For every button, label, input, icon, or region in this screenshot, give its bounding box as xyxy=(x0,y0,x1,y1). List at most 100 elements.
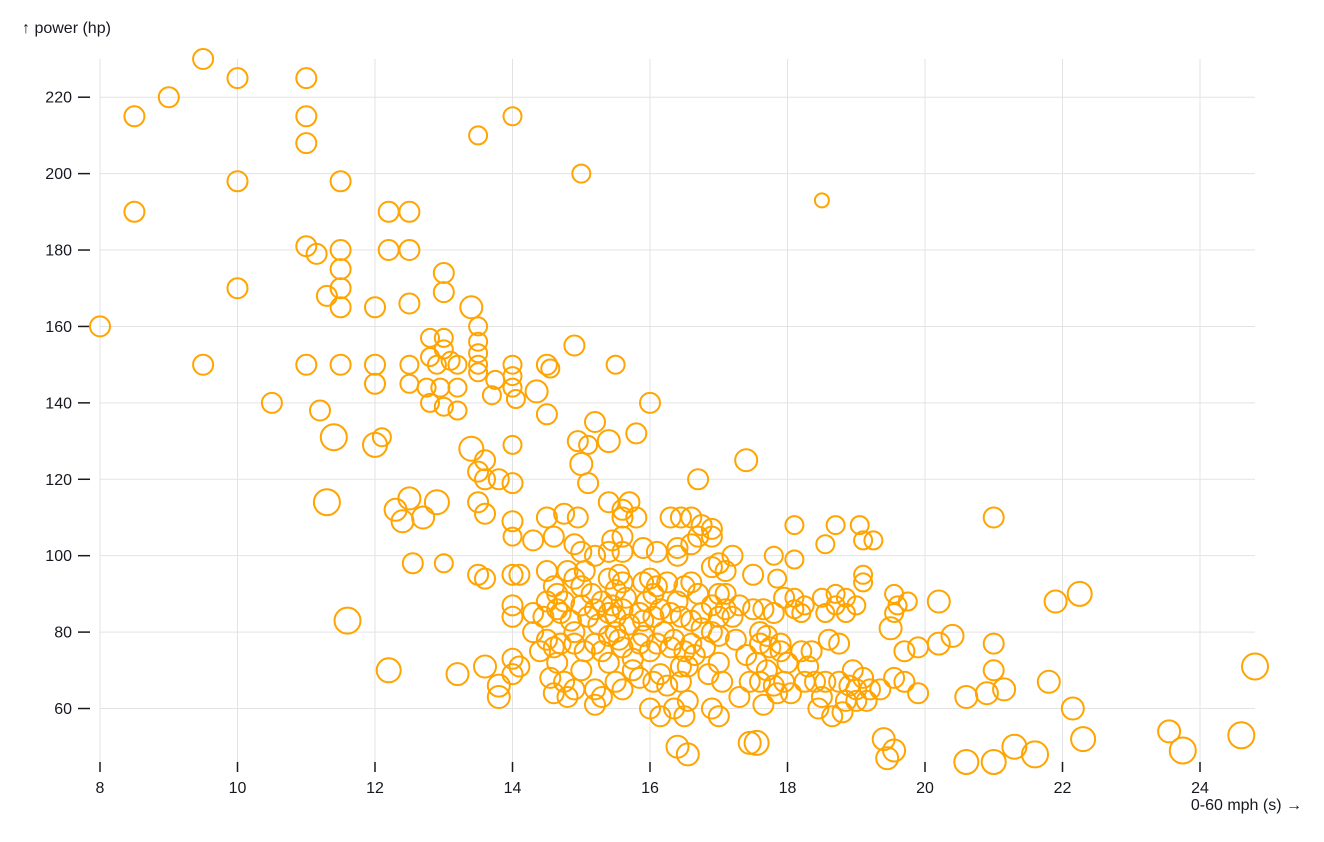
scatter-point xyxy=(556,560,579,582)
scatter-point xyxy=(878,616,903,641)
scatter-point xyxy=(859,678,881,701)
scatter-point xyxy=(666,544,689,567)
scatter-point xyxy=(295,105,318,128)
scatter-point xyxy=(563,621,586,644)
scatter-point xyxy=(329,258,352,281)
scatter-point xyxy=(762,602,785,624)
scatter-point xyxy=(535,506,558,529)
scatter-point xyxy=(825,583,846,604)
x-tick-label: 8 xyxy=(96,780,105,797)
scatter-point xyxy=(694,636,716,659)
y-tick-label: 220 xyxy=(45,90,72,107)
scatter-point xyxy=(639,391,661,414)
scatter-point xyxy=(399,373,420,394)
x-tick-label: 14 xyxy=(504,780,522,797)
scatter-point xyxy=(604,670,627,693)
scatter-point xyxy=(590,590,613,613)
scatter-point xyxy=(742,563,765,586)
scatter-point xyxy=(89,315,111,338)
scatter-point xyxy=(501,605,524,628)
y-tick-label: 80 xyxy=(54,625,72,642)
scatter-point xyxy=(621,659,644,682)
scatter-point xyxy=(618,491,641,514)
scatter-point xyxy=(474,468,496,491)
scatter-point xyxy=(522,529,545,552)
scatter-point xyxy=(982,659,1005,682)
scatter-point xyxy=(790,640,813,663)
scatter-point xyxy=(791,603,812,623)
scatter-point xyxy=(897,591,918,612)
scatter-point xyxy=(884,583,905,604)
y-tick-label: 100 xyxy=(45,548,72,565)
scatter-point xyxy=(869,678,892,701)
scatter-point xyxy=(584,411,606,433)
scatter-point xyxy=(467,460,490,483)
scatter-point xyxy=(578,434,599,455)
scatter-point xyxy=(390,509,415,534)
scatter-point xyxy=(846,595,867,616)
scatter-point xyxy=(226,277,249,300)
scatter-point xyxy=(784,549,805,570)
scatter-point xyxy=(815,534,836,555)
scatter-point xyxy=(459,295,484,320)
scatter-point xyxy=(447,354,468,375)
x-tick-label: 12 xyxy=(366,780,384,797)
scatter-point xyxy=(584,678,606,701)
scatter-point xyxy=(755,624,778,647)
scatter-point xyxy=(123,105,146,128)
x-tick-label: 16 xyxy=(641,780,659,797)
scatter-point xyxy=(501,663,524,686)
scatter-point xyxy=(553,590,576,613)
scatter-point xyxy=(508,563,531,586)
scatter-point xyxy=(597,540,620,563)
scatter-point xyxy=(474,449,496,472)
scatter-point xyxy=(743,729,770,756)
scatter-point xyxy=(814,670,837,693)
scatter-point xyxy=(596,429,621,454)
scatter-point xyxy=(639,567,661,590)
scatter-point xyxy=(468,362,489,383)
scatter-point xyxy=(1021,740,1049,769)
scatter-point xyxy=(540,358,561,379)
scatter-point xyxy=(755,659,778,682)
scatter-point xyxy=(618,613,641,636)
scatter-point xyxy=(1066,580,1093,607)
scatter-point xyxy=(769,632,792,655)
scatter-point xyxy=(295,353,318,376)
scatter-point xyxy=(907,682,930,705)
y-tick-label: 200 xyxy=(45,166,72,183)
scatter-point xyxy=(570,659,593,682)
scatter-point xyxy=(779,682,802,705)
scatter-point xyxy=(711,670,734,693)
scatter-point xyxy=(656,571,679,594)
scatter-point xyxy=(707,624,730,647)
scatter-point xyxy=(611,498,634,521)
scatter-point xyxy=(556,686,579,708)
scatter-point xyxy=(423,489,450,516)
scatter-point xyxy=(584,693,606,716)
scatter-point xyxy=(700,517,723,540)
scatter-point xyxy=(319,423,348,452)
scatter-point xyxy=(333,606,362,635)
scatter-point xyxy=(884,603,905,623)
scatter-point xyxy=(377,200,400,223)
scatter-point xyxy=(926,589,951,614)
scatter-point xyxy=(1070,726,1097,753)
scatter-point xyxy=(763,545,784,566)
y-tick-label: 180 xyxy=(45,243,72,260)
scatter-point xyxy=(831,701,854,724)
scatter-point xyxy=(621,647,644,670)
scatter-point xyxy=(825,515,846,536)
scatter-point xyxy=(566,506,589,529)
scatter-point xyxy=(882,738,907,763)
scatter-point xyxy=(226,67,249,90)
scatter-point xyxy=(611,598,634,621)
scatter-point xyxy=(529,640,551,663)
scatter-point xyxy=(597,567,620,590)
scatter-point xyxy=(784,515,805,536)
scatter-points xyxy=(89,48,1269,775)
scatter-point xyxy=(157,86,180,109)
x-tick-label: 10 xyxy=(229,780,247,797)
